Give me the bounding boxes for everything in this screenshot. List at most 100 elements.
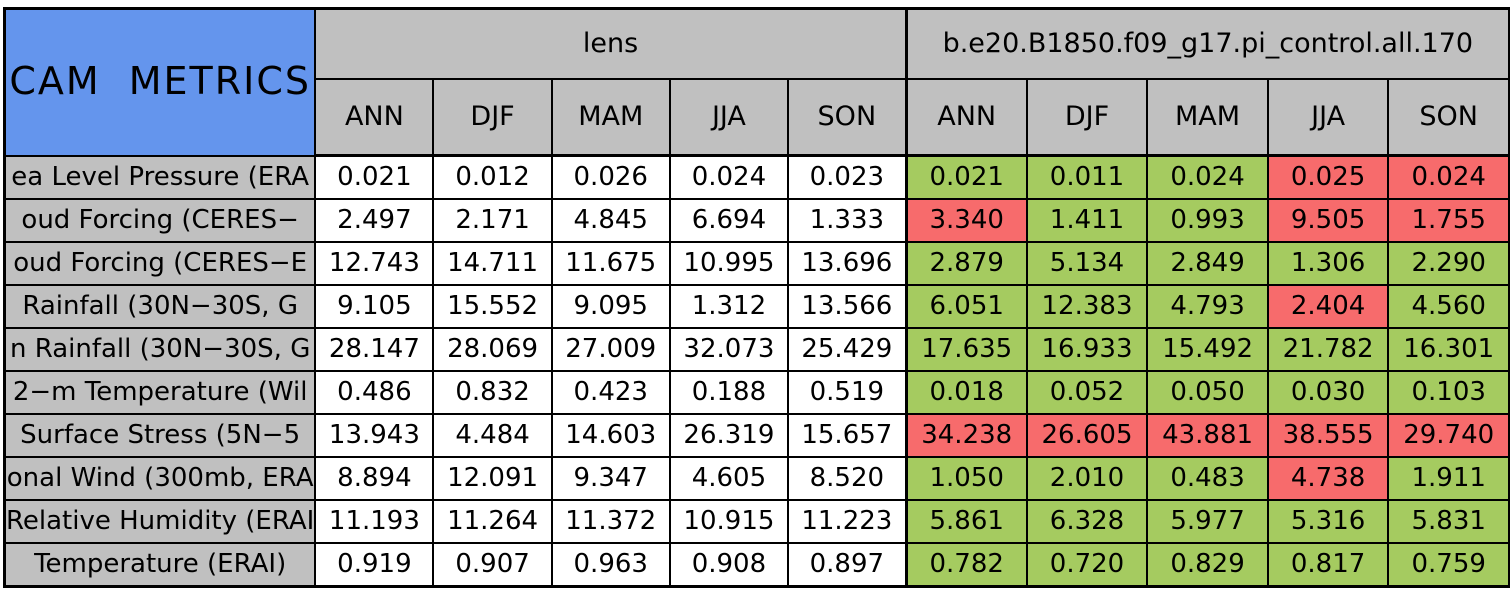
group-header-control-run: b.e20.B1850.f09_g17.pi_control.all.170 [904, 7, 1510, 80]
metric-value-lens: 2.497 [314, 198, 435, 243]
metric-value-control: 0.829 [1146, 542, 1269, 588]
metric-value-lens: 0.907 [432, 542, 553, 588]
season-header-lens-mam: MAM [550, 78, 671, 157]
metric-row-label: ea Level Pressure (ERA [3, 154, 317, 200]
metric-value-control: 0.021 [904, 154, 1028, 200]
metric-value-lens: 4.845 [550, 198, 671, 243]
metric-value-lens: 12.091 [432, 456, 553, 501]
metric-value-lens: 13.943 [314, 413, 435, 458]
metric-value-lens: 8.520 [786, 456, 908, 501]
metric-value-control: 0.011 [1025, 154, 1149, 200]
metric-value-control: 9.505 [1266, 198, 1390, 243]
metric-row-label: Rainfall (30N−30S, G [3, 284, 317, 329]
metric-value-control: 0.483 [1146, 456, 1269, 501]
metric-value-control: 15.492 [1146, 327, 1269, 372]
metric-value-lens: 28.069 [432, 327, 553, 372]
metric-value-control: 2.404 [1266, 284, 1390, 329]
metric-value-control: 0.782 [904, 542, 1028, 588]
metric-value-lens: 9.095 [550, 284, 671, 329]
metric-value-lens: 10.915 [668, 499, 790, 544]
metric-value-lens: 26.319 [668, 413, 790, 458]
metric-value-control: 1.411 [1025, 198, 1149, 243]
metric-value-lens: 25.429 [786, 327, 908, 372]
metric-value-control: 5.316 [1266, 499, 1390, 544]
metric-value-control: 2.290 [1387, 241, 1510, 286]
metric-row: Rainfall (30N−30S, G 9.105 15.552 9.095 1.31… [3, 284, 1510, 329]
metric-value-lens: 8.894 [314, 456, 435, 501]
season-header-control-mam: MAM [1146, 78, 1269, 157]
metric-value-lens: 15.552 [432, 284, 553, 329]
metric-value-lens: 10.995 [668, 241, 790, 286]
metric-value-control: 2.849 [1146, 241, 1269, 286]
metric-value-lens: 1.312 [668, 284, 790, 329]
metric-value-lens: 11.264 [432, 499, 553, 544]
metric-row-label: Temperature (ERAI) [3, 542, 317, 588]
metric-value-lens: 0.963 [550, 542, 671, 588]
season-header-control-ann: ANN [904, 78, 1028, 157]
metric-value-lens: 11.675 [550, 241, 671, 286]
metric-value-control: 1.050 [904, 456, 1028, 501]
metric-value-lens: 4.605 [668, 456, 790, 501]
metric-value-lens: 0.832 [432, 370, 553, 415]
metric-value-lens: 13.696 [786, 241, 908, 286]
metric-value-control: 0.993 [1146, 198, 1269, 243]
metric-value-lens: 27.009 [550, 327, 671, 372]
metric-value-control: 6.051 [904, 284, 1028, 329]
metric-value-control: 43.881 [1146, 413, 1269, 458]
season-header-control-son: SON [1387, 78, 1510, 157]
metric-value-control: 21.782 [1266, 327, 1390, 372]
metric-value-lens: 1.333 [786, 198, 908, 243]
table-title: CAM METRICS [3, 7, 317, 157]
metric-value-lens: 28.147 [314, 327, 435, 372]
season-header-lens-son: SON [786, 78, 908, 157]
metric-value-lens: 11.372 [550, 499, 671, 544]
metric-row-label: Relative Humidity (ERAI [3, 499, 317, 544]
metric-value-control: 1.755 [1387, 198, 1510, 243]
metric-value-lens: 9.105 [314, 284, 435, 329]
season-header-control-djf: DJF [1025, 78, 1149, 157]
metric-row: Relative Humidity (ERAI 11.193 11.264 11.37… [3, 499, 1510, 544]
metric-row-label: Surface Stress (5N−5 [3, 413, 317, 458]
metric-value-lens: 0.026 [550, 154, 671, 200]
metric-value-control: 0.024 [1387, 154, 1510, 200]
metric-value-lens: 12.743 [314, 241, 435, 286]
metric-value-control: 1.911 [1387, 456, 1510, 501]
season-header-lens-ann: ANN [314, 78, 435, 157]
metric-value-lens: 0.021 [314, 154, 435, 200]
metric-row: onal Wind (300mb, ERA 8.894 12.091 9.347 4.6… [3, 456, 1510, 501]
metric-value-control: 16.301 [1387, 327, 1510, 372]
metric-row-label: n Rainfall (30N−30S, G [3, 327, 317, 372]
metric-value-lens: 4.484 [432, 413, 553, 458]
metric-value-lens: 13.566 [786, 284, 908, 329]
metric-value-lens: 9.347 [550, 456, 671, 501]
metric-row-label: oud Forcing (CERES− [3, 198, 317, 243]
metric-value-control: 0.018 [904, 370, 1028, 415]
metric-value-control: 5.831 [1387, 499, 1510, 544]
metric-value-lens: 14.603 [550, 413, 671, 458]
season-header-lens-djf: DJF [432, 78, 553, 157]
metric-value-control: 4.738 [1266, 456, 1390, 501]
metric-value-control: 17.635 [904, 327, 1028, 372]
group-header-row: CAM METRICS lens b.e20.B1850.f09_g17.pi_… [3, 7, 1510, 157]
metric-value-lens: 32.073 [668, 327, 790, 372]
metric-value-control: 4.560 [1387, 284, 1510, 329]
metric-value-control: 26.605 [1025, 413, 1149, 458]
metric-value-control: 16.933 [1025, 327, 1149, 372]
metric-value-control: 2.879 [904, 241, 1028, 286]
metric-row-label: oud Forcing (CERES−E [3, 241, 317, 286]
metric-value-lens: 0.919 [314, 542, 435, 588]
seasons-header-row: ANN DJF MAM JJA SON ANN DJF MAM JJA SON [5, 78, 1510, 157]
metric-value-lens: 0.897 [786, 542, 908, 588]
metric-value-lens: 0.024 [668, 154, 790, 200]
metric-value-control: 38.555 [1266, 413, 1390, 458]
metric-row: oud Forcing (CERES−E 12.743 14.711 11.675 10… [3, 241, 1510, 286]
metric-value-control: 0.759 [1387, 542, 1510, 588]
metric-value-control: 29.740 [1387, 413, 1510, 458]
season-header-control-jja: JJA [1266, 78, 1390, 157]
metric-value-control: 0.050 [1146, 370, 1269, 415]
season-header-lens-jja: JJA [668, 78, 790, 157]
metric-value-control: 0.720 [1025, 542, 1149, 588]
metric-value-control: 34.238 [904, 413, 1028, 458]
metric-value-control: 5.134 [1025, 241, 1149, 286]
metric-value-lens: 11.193 [314, 499, 435, 544]
